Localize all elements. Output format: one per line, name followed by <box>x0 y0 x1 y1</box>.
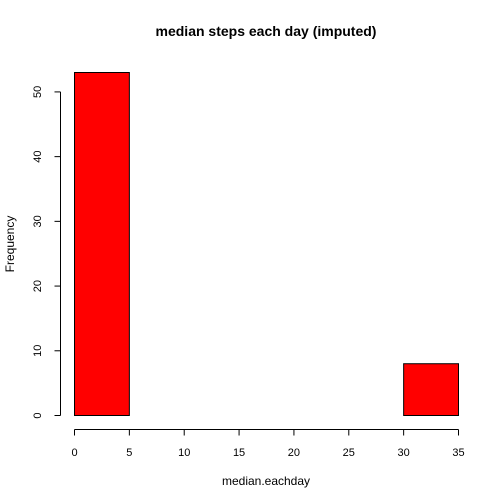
chart-title: median steps each day (imputed) <box>156 23 377 39</box>
x-tick-label: 0 <box>71 447 77 459</box>
histogram-bar-0 <box>74 72 130 416</box>
x-axis: 0 5 10 15 20 25 30 35 <box>71 429 465 459</box>
x-tick-label: 30 <box>398 447 410 459</box>
y-tick-label: 30 <box>32 215 44 227</box>
y-tick-label: 20 <box>32 280 44 292</box>
x-tick-label: 10 <box>178 447 190 459</box>
y-tick-label: 40 <box>32 151 44 163</box>
x-tick-label: 5 <box>126 447 132 459</box>
x-tick-label: 20 <box>288 447 300 459</box>
y-tick-label: 50 <box>32 86 44 98</box>
x-axis-label: median.eachday <box>222 474 310 488</box>
x-tick-label: 25 <box>343 447 355 459</box>
y-tick-label: 0 <box>32 412 44 418</box>
x-tick-label: 15 <box>233 447 245 459</box>
y-axis-label: Frequency <box>3 216 17 273</box>
bars-group <box>74 72 459 416</box>
y-axis: 0 10 20 30 40 50 <box>32 86 61 419</box>
y-tick-label: 10 <box>32 345 44 357</box>
x-tick-label: 35 <box>452 447 464 459</box>
histogram-bar-6 <box>403 363 459 416</box>
